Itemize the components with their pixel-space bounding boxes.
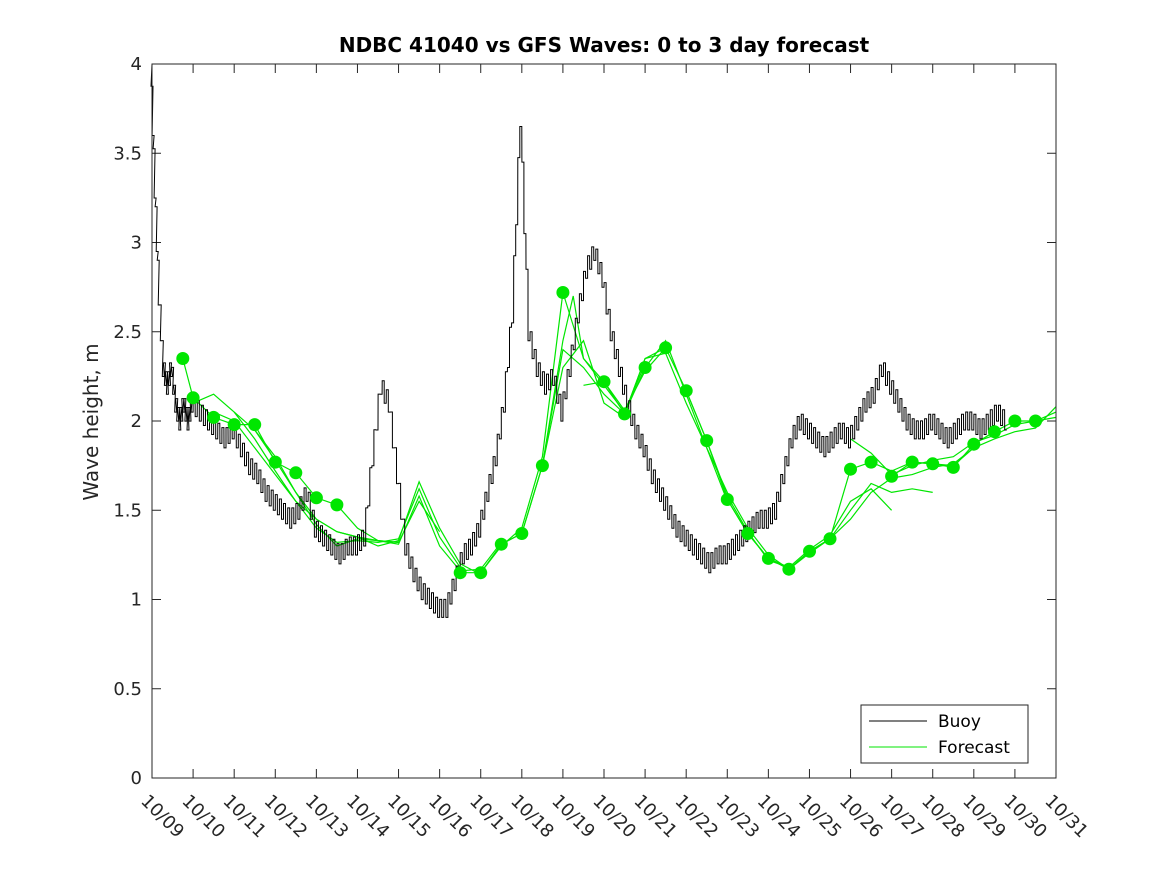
forecast-marker [946,460,960,474]
forecast-marker [844,462,857,476]
forecast-marker [803,544,816,558]
legend-box [860,704,1029,764]
axes-background [152,64,1056,778]
forecast-series-line [768,447,975,570]
buoy-layer [150,63,1007,618]
forecast-marker [885,469,899,483]
forecast-marker [597,375,611,389]
forecast-marker [186,391,200,405]
y-tick-label: 3 [131,233,142,254]
legend: Buoy Forecast [860,704,1029,764]
forecast-marker [494,537,508,551]
forecast-marker [453,566,467,580]
y-axis-label: Wave height, m [79,343,103,500]
forecast-marker [207,410,221,424]
y-tick-label: 0 [131,768,142,789]
forecast-marker [823,532,837,546]
y-tick-label: 3.5 [113,143,142,164]
forecast-marker [720,493,734,506]
forecast-marker [618,407,631,421]
forecast-marker [535,459,549,473]
forecast-marker [176,352,190,365]
forecast-marker [659,341,673,355]
forecast-marker [905,455,919,469]
legend-buoy-label: Buoy [938,712,981,732]
forecast-marker [700,434,714,448]
forecast-marker [474,566,488,580]
forecast-series-line [850,411,1057,476]
y-tick-label: 4 [131,54,142,75]
forecast-marker [248,418,262,432]
forecast-marker [309,491,323,505]
forecast-marker [268,455,282,469]
plot-area [150,63,1057,779]
forecast-marker [782,562,796,576]
forecast-marker [679,384,693,398]
chart-title: NDBC 41040 vs GFS Waves: 0 to 3 day fore… [339,33,870,57]
forecast-marker [556,286,570,299]
axes-box [151,63,1057,779]
forecast-marker [741,527,755,540]
forecast-marker [289,466,303,480]
legend-forecast-label: Forecast [938,738,1010,758]
forecast-marker [638,361,652,374]
y-tick-labels: 0 0.5 1 1.5 2 2.5 3 3.5 4 [113,54,142,789]
forecast-marker [967,437,981,451]
forecast-marker [330,498,344,512]
y-tick-label: 1.5 [113,500,142,521]
forecast-marker [1008,414,1022,428]
y-tick-label: 2 [131,411,142,432]
buoy-series-line [150,63,1007,618]
forecast-marker [864,455,878,469]
y-tick-label: 1 [131,590,142,611]
forecast-marker [515,527,529,540]
forecast-marker [987,425,1001,439]
forecast-marker [761,551,775,565]
forecast-series-line [213,411,461,568]
marker-layer [176,286,1042,580]
forecast-marker [227,418,241,432]
y-tick-label: 0.5 [113,679,142,700]
y-tick-label: 2.5 [113,322,142,343]
forecast-marker [1029,414,1042,428]
forecast-marker [926,457,940,471]
